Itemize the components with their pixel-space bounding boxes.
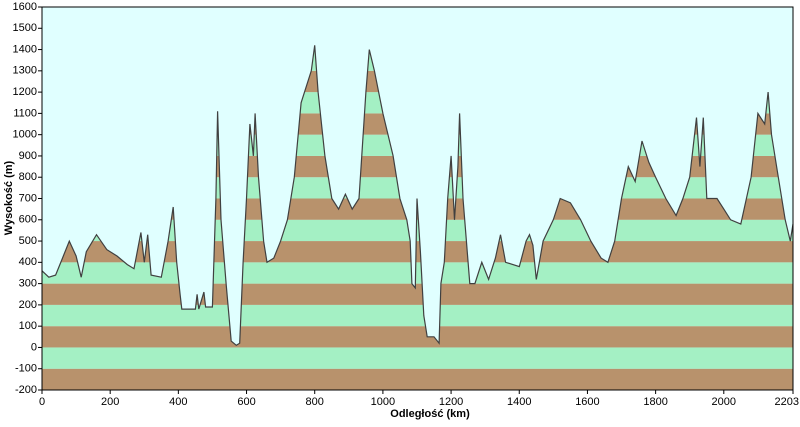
x-tick-label: 2000 <box>712 396 736 408</box>
x-tick-label: 0 <box>39 396 45 408</box>
y-tick-label: 900 <box>19 150 37 162</box>
y-tick-label: 1100 <box>13 107 37 119</box>
x-tick-label: 1600 <box>575 396 599 408</box>
y-tick-label: -100 <box>15 363 37 375</box>
elevation-stripe <box>42 304 793 327</box>
y-tick-label: 300 <box>19 278 37 290</box>
y-tick-label: 800 <box>19 171 37 183</box>
y-tick-label: 1300 <box>13 65 37 77</box>
x-tick-label: 1000 <box>371 396 395 408</box>
profile-line <box>41 45 794 347</box>
elevation-stripe <box>42 326 793 348</box>
elevation-stripe <box>42 368 793 390</box>
x-axis-title: Odległość (km) <box>390 408 470 420</box>
elevation-stripe <box>42 347 793 369</box>
y-tick-label: 1400 <box>13 43 37 55</box>
y-tick-label: 200 <box>19 299 37 311</box>
y-tick-label: 700 <box>19 192 37 204</box>
y-tick-label: 1200 <box>13 86 37 98</box>
y-tick-label: 1500 <box>13 22 37 34</box>
elevation-stripe <box>42 283 793 305</box>
y-tick-label: 400 <box>19 256 37 268</box>
y-tick-label: 100 <box>19 320 37 332</box>
y-tick-label: 1600 <box>13 1 37 13</box>
y-tick-label: -200 <box>15 384 37 396</box>
y-axis-title: Wysokość (m) <box>3 160 15 235</box>
x-tick-label: 800 <box>306 396 324 408</box>
y-tick-label: 1000 <box>13 129 37 141</box>
y-tick-label: 0 <box>31 341 37 353</box>
x-tick-label: 400 <box>169 396 187 408</box>
x-tick-label: 200 <box>101 396 119 408</box>
y-tick-label: 500 <box>19 235 37 247</box>
x-tick-label: 1200 <box>439 396 463 408</box>
y-tick-label: 600 <box>19 214 37 226</box>
x-tick-label: 1400 <box>507 396 531 408</box>
x-tick-label: 600 <box>237 396 255 408</box>
x-tick-label: 2203 <box>775 396 799 408</box>
x-tick-label: 1800 <box>643 396 667 408</box>
